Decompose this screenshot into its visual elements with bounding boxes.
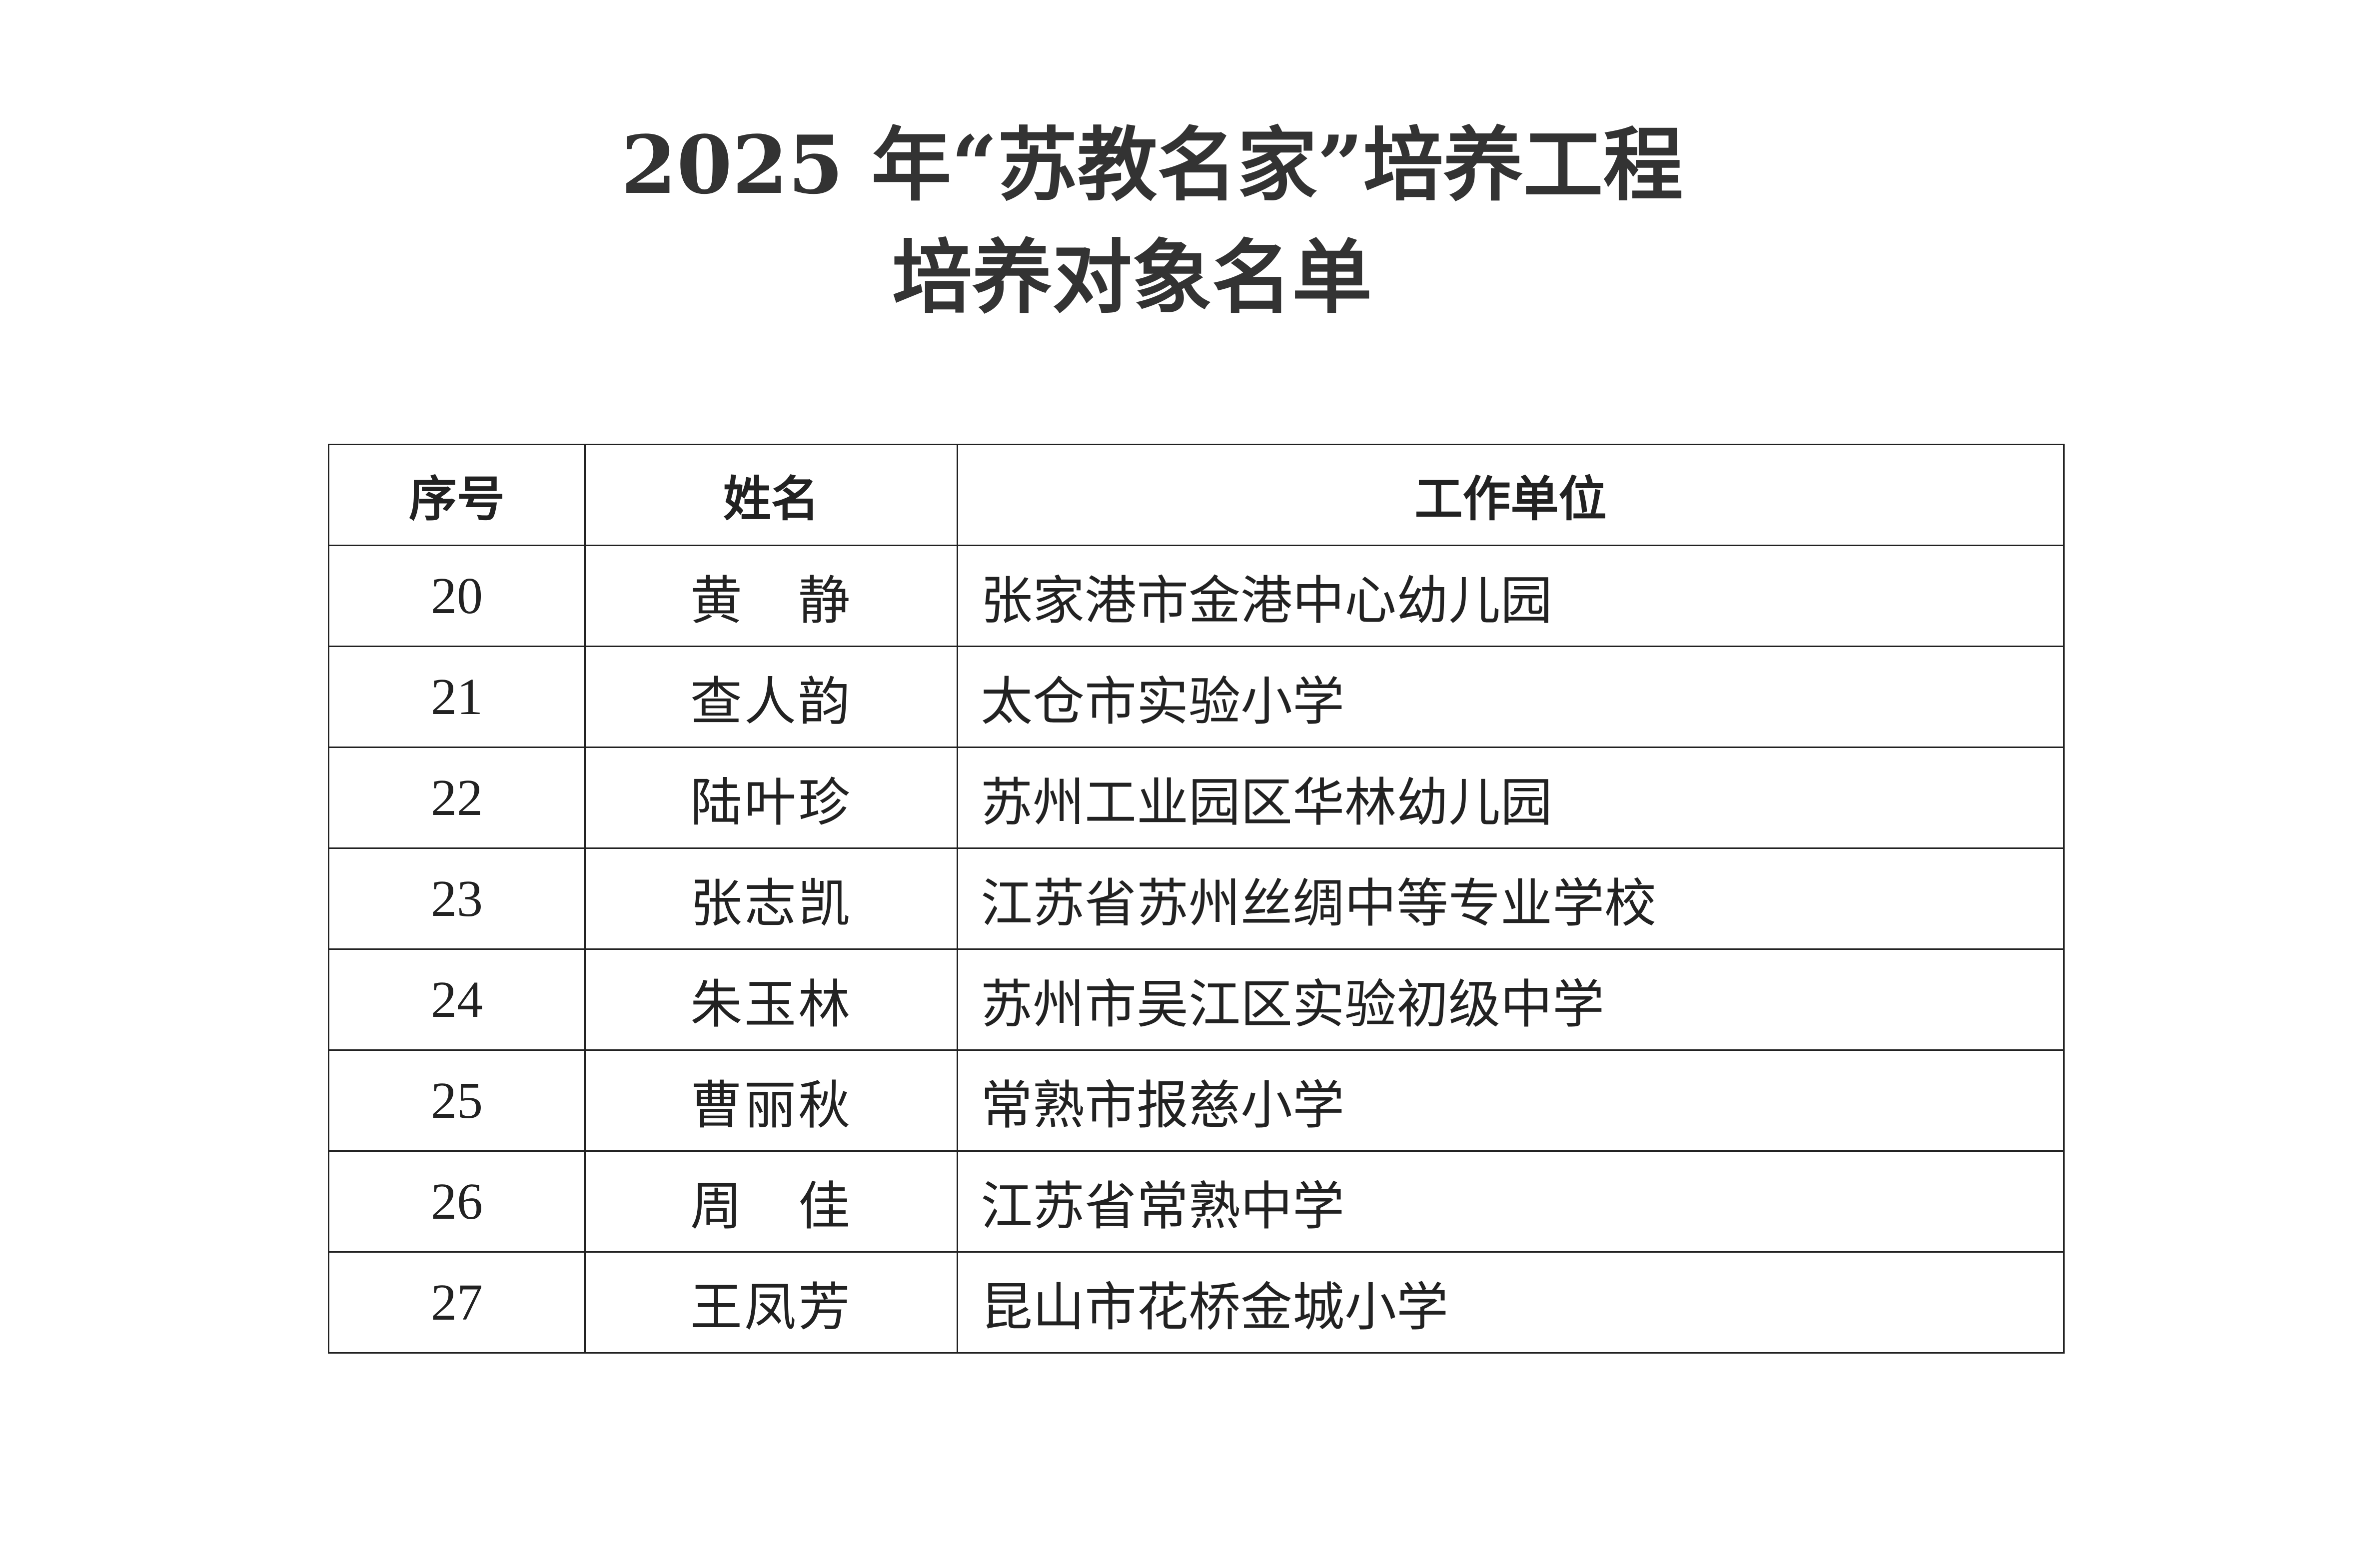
cell-number: 27 <box>328 1251 586 1354</box>
cell-name: 王凤芳 <box>584 1251 958 1354</box>
cell-unit: 江苏省常熟中学 <box>957 1150 2065 1253</box>
cell-name: 查人韵 <box>584 646 958 748</box>
cell-number: 26 <box>328 1150 586 1253</box>
table-row: 23 张志凯 江苏省苏州丝绸中等专业学校 <box>328 847 2065 950</box>
header-unit: 工作单位 <box>957 444 2065 546</box>
table-row: 22 陆叶珍 苏州工业园区华林幼儿园 <box>328 747 2065 849</box>
header-name: 姓名 <box>584 444 958 546</box>
cell-name: 陆叶珍 <box>584 747 958 849</box>
cell-number: 21 <box>328 646 586 748</box>
cell-name: 曹丽秋 <box>584 1049 958 1152</box>
cell-unit: 昆山市花桥金城小学 <box>957 1251 2065 1354</box>
cell-name: 黄 静 <box>584 545 958 647</box>
table-row: 21 查人韵 太仓市实验小学 <box>328 646 2065 748</box>
cell-unit: 苏州工业园区华林幼儿园 <box>957 747 2065 849</box>
cell-name: 张志凯 <box>584 847 958 950</box>
cell-number: 25 <box>328 1049 586 1152</box>
document-subtitle: 培养对象名单 <box>892 230 1372 324</box>
cell-unit: 张家港市金港中心幼儿园 <box>957 545 2065 647</box>
cell-name: 朱玉林 <box>584 948 958 1051</box>
cell-unit: 太仓市实验小学 <box>957 646 2065 748</box>
table-row: 25 曹丽秋 常熟市报慈小学 <box>328 1049 2065 1152</box>
candidate-table: 序号 姓名 工作单位 20 黄 静张家港市金港中心幼儿园 21 查人韵 太仓市实验小学 2… <box>328 444 2065 1354</box>
table-row: 24 朱玉林 苏州市吴江区实验初级中学 <box>328 948 2065 1051</box>
table-row: 26 周 佳江苏省常熟中学 <box>328 1150 2065 1253</box>
cell-unit: 苏州市吴江区实验初级中学 <box>957 948 2065 1051</box>
cell-number: 24 <box>328 948 586 1051</box>
cell-unit: 江苏省苏州丝绸中等专业学校 <box>957 847 2065 950</box>
table-row: 20 黄 静张家港市金港中心幼儿园 <box>328 545 2065 647</box>
document-title: 2025 年“苏教名家”培养工程 <box>621 118 1683 212</box>
cell-number: 20 <box>328 545 586 647</box>
cell-unit: 常熟市报慈小学 <box>957 1049 2065 1152</box>
header-number: 序号 <box>328 444 586 546</box>
cell-number: 23 <box>328 847 586 950</box>
cell-number: 22 <box>328 747 586 849</box>
cell-name: 周 佳 <box>584 1150 958 1253</box>
table-row: 27 王凤芳 昆山市花桥金城小学 <box>328 1251 2065 1354</box>
table-header-row: 序号 姓名 工作单位 <box>328 444 2065 546</box>
